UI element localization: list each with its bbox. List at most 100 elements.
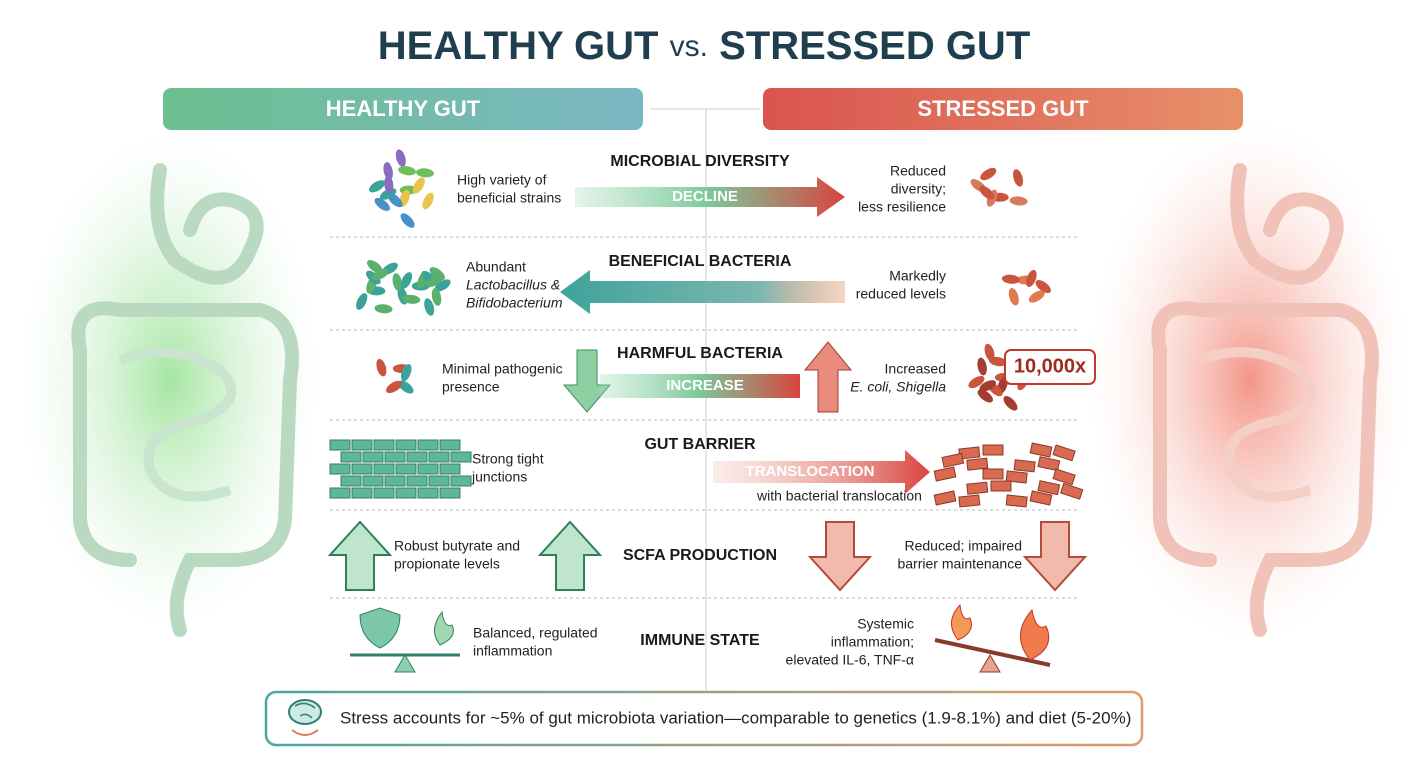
healthy-text: beneficial strains xyxy=(457,190,561,206)
broken-brick-icon xyxy=(1052,468,1076,486)
row-label: BENEFICIAL BACTERIA xyxy=(609,253,792,270)
brick-icon xyxy=(428,475,450,487)
brick-icon xyxy=(384,451,406,463)
flame-icon xyxy=(1020,608,1050,661)
decline-arrow xyxy=(575,177,845,217)
brick-icon xyxy=(340,451,362,463)
broken-brick-icon xyxy=(941,452,965,468)
bacterium-icon xyxy=(431,288,442,306)
broken-brick-icon xyxy=(982,468,1004,480)
bacterium-icon xyxy=(368,180,385,193)
stressed-text: Increased xyxy=(885,361,946,377)
scfa-up-arrow xyxy=(537,520,603,591)
imbalance-base xyxy=(979,654,1001,673)
brick-icon xyxy=(340,475,362,487)
bacterium-icon xyxy=(434,279,451,292)
bacterium-icon xyxy=(1009,196,1028,206)
comparison-rows: MICROBIAL DIVERSITY High variety of benefi… xyxy=(327,149,1096,673)
footer-text: Stress accounts for ~5% of gut microbiot… xyxy=(340,708,1131,727)
stressed-text: Reduced xyxy=(890,163,946,179)
brick-icon xyxy=(439,439,461,451)
bacterium-icon xyxy=(384,175,394,194)
broken-brick-icon xyxy=(982,444,1004,456)
stressed-text: Systemic xyxy=(857,616,914,632)
stressed-text: Markedly xyxy=(889,268,946,284)
stressed-gut-illustration xyxy=(1090,120,1408,640)
scfa-down-arrow xyxy=(1022,521,1088,592)
bacterium-icon xyxy=(426,275,443,288)
stressed-header: STRESSED GUT xyxy=(917,96,1089,121)
bacterium-icon xyxy=(356,293,368,310)
title: HEALTHY GUT vs. STRESSED GUT xyxy=(378,24,1031,68)
brick-icon xyxy=(351,487,373,499)
stressed-text: less resilience xyxy=(858,199,946,215)
bacterium-icon xyxy=(376,358,387,377)
brick-icon xyxy=(362,451,384,463)
bacterium-icon xyxy=(400,272,413,289)
scfa-up-arrow xyxy=(327,520,393,591)
brick-icon xyxy=(373,439,395,451)
badge-box xyxy=(1004,349,1096,385)
balance-base xyxy=(394,654,416,673)
broken-brick-icon xyxy=(1052,444,1076,462)
bacterium-icon xyxy=(979,185,995,200)
translocation-arrow xyxy=(713,450,930,494)
stressed-text: E. coli, Shigella xyxy=(850,379,946,395)
bacterium-icon xyxy=(422,192,434,210)
brick-icon xyxy=(417,439,439,451)
healthy-text: Robust butyrate and xyxy=(394,538,520,554)
bacterium-icon xyxy=(1026,269,1037,288)
harmful-high-arrow xyxy=(803,341,853,413)
bacterium-icon xyxy=(1035,280,1051,294)
brick-icon xyxy=(351,439,373,451)
stressed-text: diversity; xyxy=(891,181,946,197)
brain-icon xyxy=(288,699,322,736)
beneficial-decline-arrow xyxy=(560,270,845,314)
flame-icon xyxy=(434,610,454,646)
bacterium-icon xyxy=(984,343,995,362)
healthy-text: High variety of xyxy=(457,172,547,188)
broken-brick-icon xyxy=(1013,459,1036,473)
arrow-label: INCREASE xyxy=(666,377,744,394)
bacterium-icon xyxy=(979,380,996,392)
bacterium-icon xyxy=(402,294,421,304)
bacterium-icon xyxy=(400,213,415,228)
row-label: GUT BARRIER xyxy=(644,436,756,453)
row-label: HARMFUL BACTERIA xyxy=(617,345,783,362)
scfa-down-arrow xyxy=(807,521,873,592)
healthy-text: Abundant xyxy=(466,259,526,275)
stressed-text: Reduced; impaired xyxy=(904,538,1022,554)
brick-icon xyxy=(373,463,395,475)
broken-brick-icon xyxy=(1005,494,1028,508)
broken-brick-icon xyxy=(933,490,957,506)
broken-brick-icon xyxy=(1029,490,1053,506)
bacterium-icon xyxy=(412,177,425,194)
row-label: SCFA PRODUCTION xyxy=(623,547,777,564)
stressed-text: inflammation; xyxy=(831,634,914,650)
brick-icon xyxy=(428,451,450,463)
bacterium-icon xyxy=(1028,290,1045,303)
bacterium-icon xyxy=(424,298,435,316)
brick-icon xyxy=(329,463,351,475)
healthy-text: junctions xyxy=(471,469,527,485)
bacterium-icon xyxy=(392,273,403,292)
brick-icon xyxy=(351,463,373,475)
shield-icon xyxy=(359,607,401,649)
increase-bar xyxy=(600,374,800,398)
bacterium-icon xyxy=(383,162,393,180)
bacterium-icon xyxy=(398,165,416,176)
healthy-text: inflammation xyxy=(473,643,552,659)
bacterium-icon xyxy=(968,375,985,389)
brick-icon xyxy=(417,487,439,499)
broken-brick-icon xyxy=(1037,456,1061,472)
footer-box xyxy=(264,690,1144,747)
bacterium-icon xyxy=(1008,287,1019,306)
bacterium-icon xyxy=(1013,169,1024,187)
bacterium-icon xyxy=(1001,274,1020,284)
healthy-text: propionate levels xyxy=(394,556,500,572)
bacterium-icon xyxy=(372,268,389,281)
flame-icon xyxy=(951,603,972,641)
title-right: STRESSED GUT xyxy=(719,24,1030,68)
row-label: MICROBIAL DIVERSITY xyxy=(610,153,790,170)
